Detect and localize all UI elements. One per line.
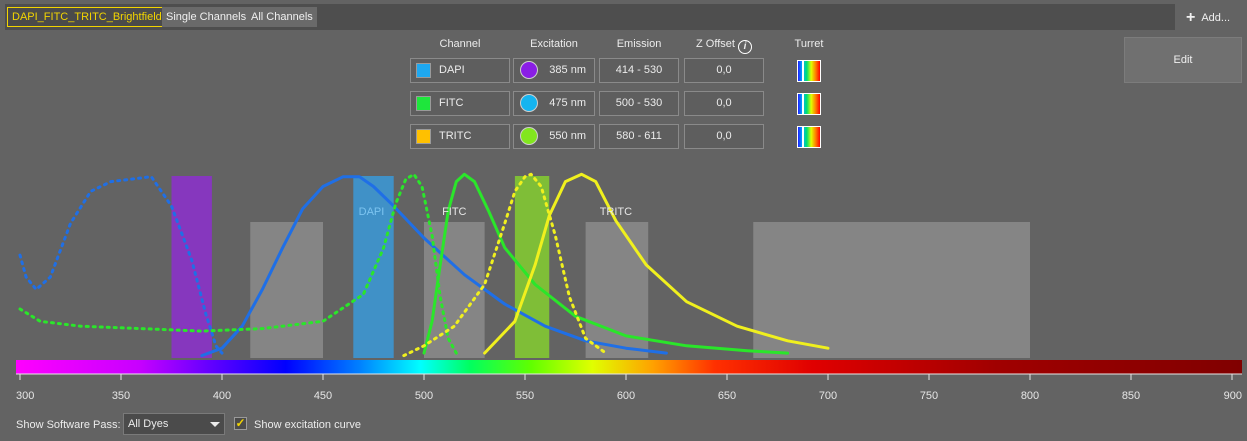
excitation-curve-label: Show excitation curve	[254, 419, 361, 431]
software-pass-label: Show Software Pass:	[16, 419, 121, 431]
excitation-color-dot	[520, 94, 538, 112]
channel-cell-dapi[interactable]: DAPI	[410, 58, 510, 83]
excitation-curve	[18, 172, 458, 355]
tick-label: 450	[314, 390, 332, 402]
channel-name: DAPI	[439, 64, 465, 76]
excitation-curve	[18, 175, 224, 355]
tick-label: 750	[920, 390, 938, 402]
tick-label: 400	[213, 390, 231, 402]
channel-color-swatch	[416, 63, 431, 78]
excitation-cell-fitc[interactable]: 475 nm	[513, 91, 595, 116]
excitation-value: 550 nm	[549, 130, 586, 142]
emission-filter-block	[753, 222, 1030, 358]
turret-icon[interactable]	[797, 126, 821, 148]
add-button[interactable]: + Add...	[1186, 9, 1230, 27]
header-turret: Turret	[794, 38, 824, 50]
band-label: FITC	[442, 206, 466, 218]
tab-dapi-fitc-tritc-brightfield[interactable]: DAPI_FITC_TRITC_Brightfield	[7, 7, 167, 27]
zoffset-field-fitc[interactable]: 0,0	[684, 91, 764, 116]
emission-filter-block	[585, 222, 649, 358]
excitation-cell-tritc[interactable]: 550 nm	[513, 124, 595, 149]
emission-cell-tritc[interactable]: 580 - 611	[599, 124, 679, 149]
excitation-value: 475 nm	[549, 97, 586, 109]
channel-tabs: DAPI_FITC_TRITC_Brightfield Single Chann…	[5, 4, 1175, 30]
zoffset-header-label: Z Offset	[696, 38, 735, 50]
channel-color-swatch	[416, 96, 431, 111]
channel-cell-fitc[interactable]: FITC	[410, 91, 510, 116]
excitation-band	[171, 176, 212, 358]
channel-color-swatch	[416, 129, 431, 144]
software-pass-value: All Dyes	[128, 418, 169, 430]
zoffset-field-dapi[interactable]: 0,0	[684, 58, 764, 83]
channel-cell-tritc[interactable]: TRITC	[410, 124, 510, 149]
excitation-color-dot	[520, 61, 538, 79]
excitation-color-dot	[520, 127, 538, 145]
excitation-curve	[402, 172, 608, 358]
emission-curve	[483, 172, 830, 355]
tick-label: 350	[112, 390, 130, 402]
tick-label: 500	[415, 390, 433, 402]
tick-label: 650	[718, 390, 736, 402]
tick-label: 600	[617, 390, 635, 402]
header-emission: Emission	[616, 38, 662, 50]
zoffset-field-tritc[interactable]: 0,0	[684, 124, 764, 149]
tick-label: 800	[1021, 390, 1039, 402]
turret-icon[interactable]	[797, 60, 821, 82]
tick-label: 900	[1224, 390, 1242, 402]
edit-button[interactable]: Edit	[1124, 37, 1242, 83]
channel-name: TRITC	[439, 130, 472, 142]
header-excitation: Excitation	[530, 38, 578, 50]
excitation-cell-dapi[interactable]: 385 nm	[513, 58, 595, 83]
tick-label: 700	[819, 390, 837, 402]
emission-curve	[200, 175, 668, 358]
channel-name: FITC	[439, 97, 464, 109]
software-pass-dropdown[interactable]: All Dyes	[123, 413, 225, 435]
header-channel: Channel	[439, 38, 481, 50]
header-zoffset: Z Offset i	[684, 38, 764, 54]
info-icon[interactable]: i	[737, 40, 752, 54]
emission-cell-fitc[interactable]: 500 - 530	[599, 91, 679, 116]
tab-all-channels[interactable]: All Channels	[247, 7, 317, 27]
tab-single-channels[interactable]: Single Channels	[162, 7, 251, 27]
spectrum-bar	[16, 360, 1242, 374]
add-label: Add...	[1201, 12, 1231, 24]
excitation-value: 385 nm	[549, 64, 586, 76]
excitation-curve-checkbox[interactable]: ✓	[234, 416, 247, 430]
band-label: DAPI	[359, 206, 385, 218]
emission-cell-dapi[interactable]: 414 - 530	[599, 58, 679, 83]
band-label: TRITC	[600, 206, 632, 218]
chevron-down-icon	[210, 422, 220, 427]
tick-label: 300	[16, 390, 34, 402]
excitation-band	[353, 176, 394, 358]
tick-label: 550	[516, 390, 534, 402]
turret-icon[interactable]	[797, 93, 821, 115]
emission-curve	[422, 172, 790, 355]
spectrum-chart: DAPI FITC TRITC 300 350 400 450 500 550 600 650 70…	[16, 172, 1242, 402]
plus-icon: +	[1186, 9, 1196, 27]
tick-label: 850	[1122, 390, 1140, 402]
